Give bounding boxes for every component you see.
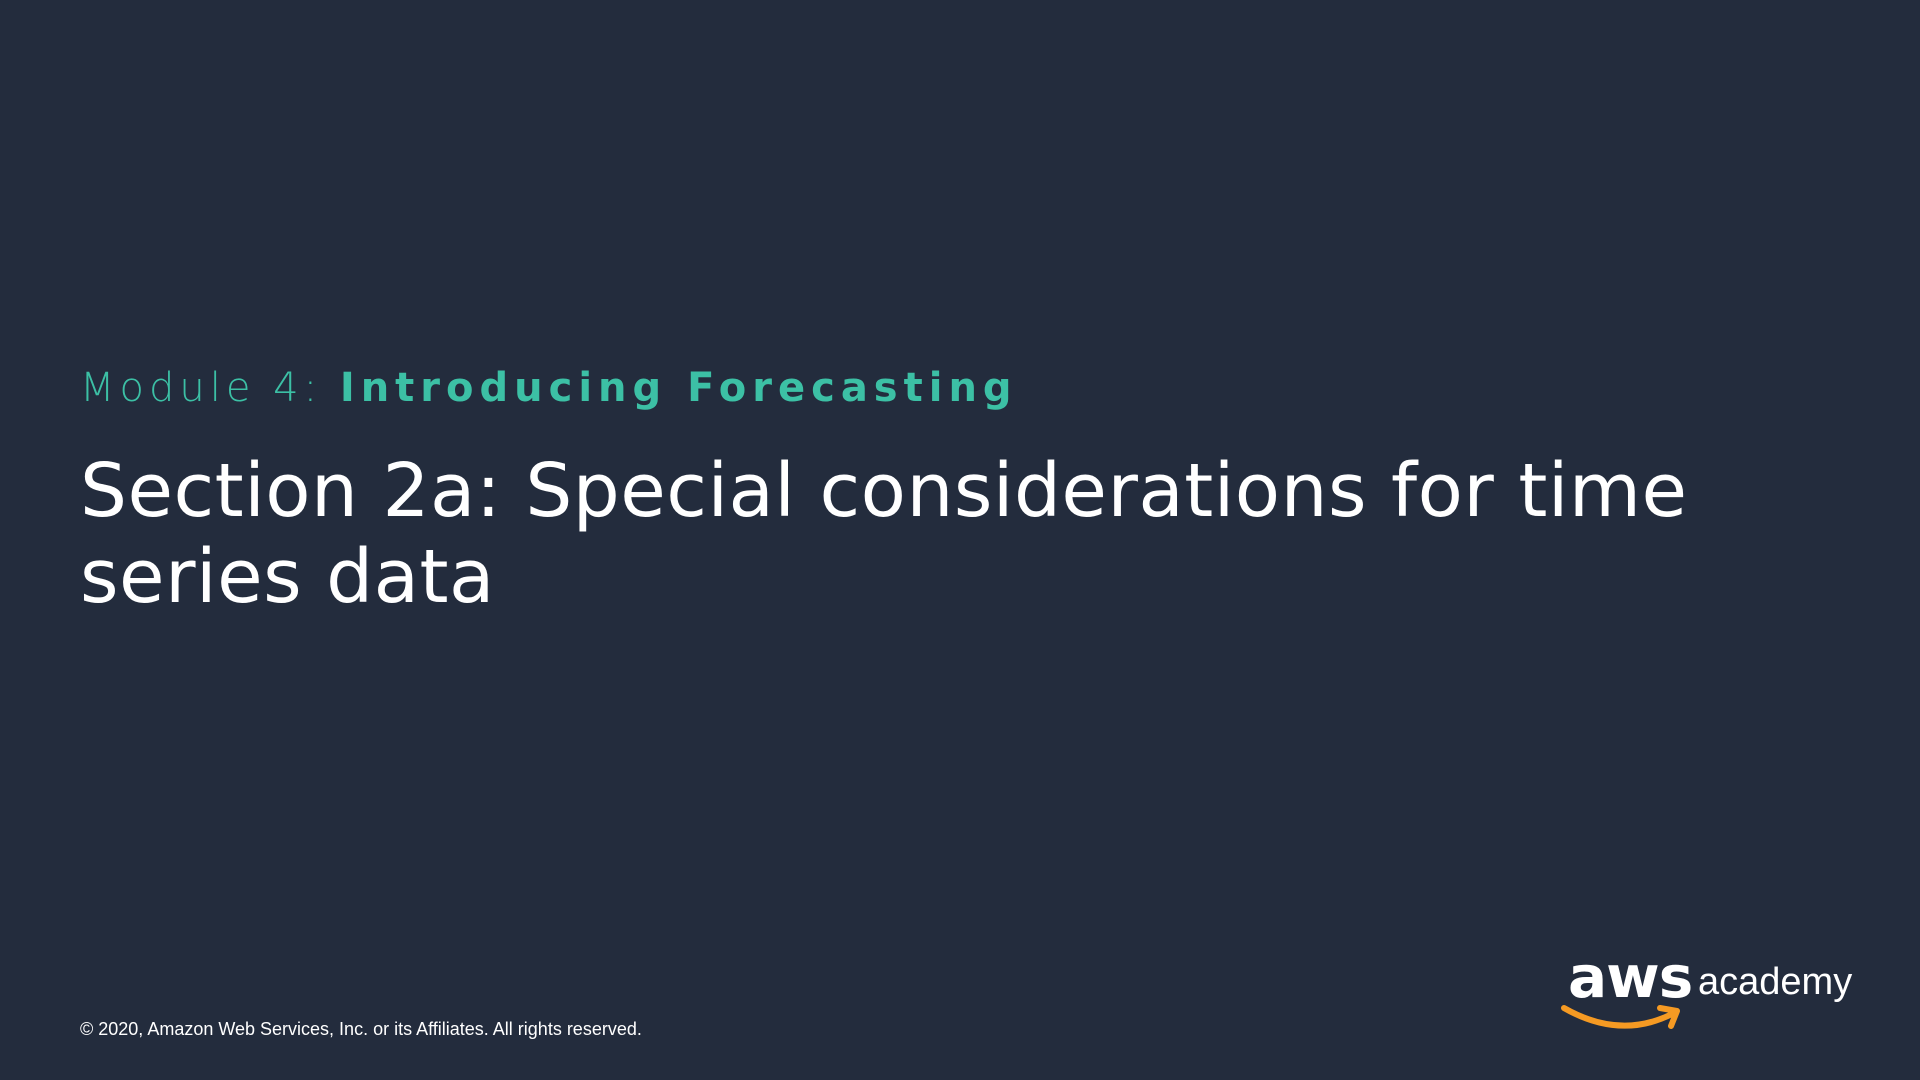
- aws-wordmark: aws: [1568, 943, 1693, 1011]
- academy-wordmark: academy: [1698, 961, 1853, 1003]
- module-name: Introducing Forecasting: [339, 365, 1018, 411]
- aws-academy-logo: aws academy: [1560, 943, 1853, 1040]
- copyright-notice: © 2020, Amazon Web Services, Inc. or its…: [80, 1019, 642, 1039]
- module-heading: Module 4: Introducing Forecasting: [80, 365, 1018, 411]
- module-prefix: Module 4:: [80, 365, 340, 411]
- section-title: Section 2a: Special considerations for t…: [80, 448, 1688, 620]
- amazon-smile-arrow-icon: [1561, 1005, 1680, 1029]
